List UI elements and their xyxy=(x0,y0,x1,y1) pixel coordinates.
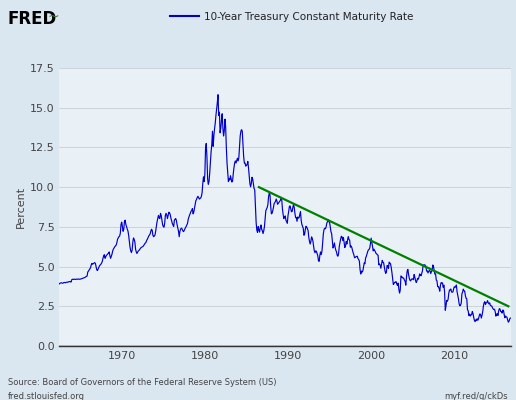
Text: 10-Year Treasury Constant Maturity Rate: 10-Year Treasury Constant Maturity Rate xyxy=(204,12,413,22)
Text: ~: ~ xyxy=(47,10,59,24)
Bar xyxy=(309,68,350,346)
Bar xyxy=(433,68,475,346)
Text: FRED: FRED xyxy=(8,10,57,28)
Text: fred.stlouisfed.org: fred.stlouisfed.org xyxy=(8,392,85,400)
Bar xyxy=(184,68,225,346)
Bar xyxy=(350,68,392,346)
Bar xyxy=(59,68,101,346)
Text: myf.red/g/ckDs: myf.red/g/ckDs xyxy=(445,392,508,400)
Bar xyxy=(267,68,309,346)
Bar xyxy=(475,68,516,346)
Bar xyxy=(225,68,267,346)
Bar xyxy=(142,68,184,346)
Y-axis label: Percent: Percent xyxy=(15,186,26,228)
Bar xyxy=(392,68,433,346)
Bar xyxy=(101,68,142,346)
Text: Source: Board of Governors of the Federal Reserve System (US): Source: Board of Governors of the Federa… xyxy=(8,378,276,387)
